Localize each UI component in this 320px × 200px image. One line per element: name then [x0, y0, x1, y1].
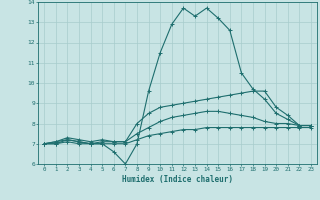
X-axis label: Humidex (Indice chaleur): Humidex (Indice chaleur) [122, 175, 233, 184]
